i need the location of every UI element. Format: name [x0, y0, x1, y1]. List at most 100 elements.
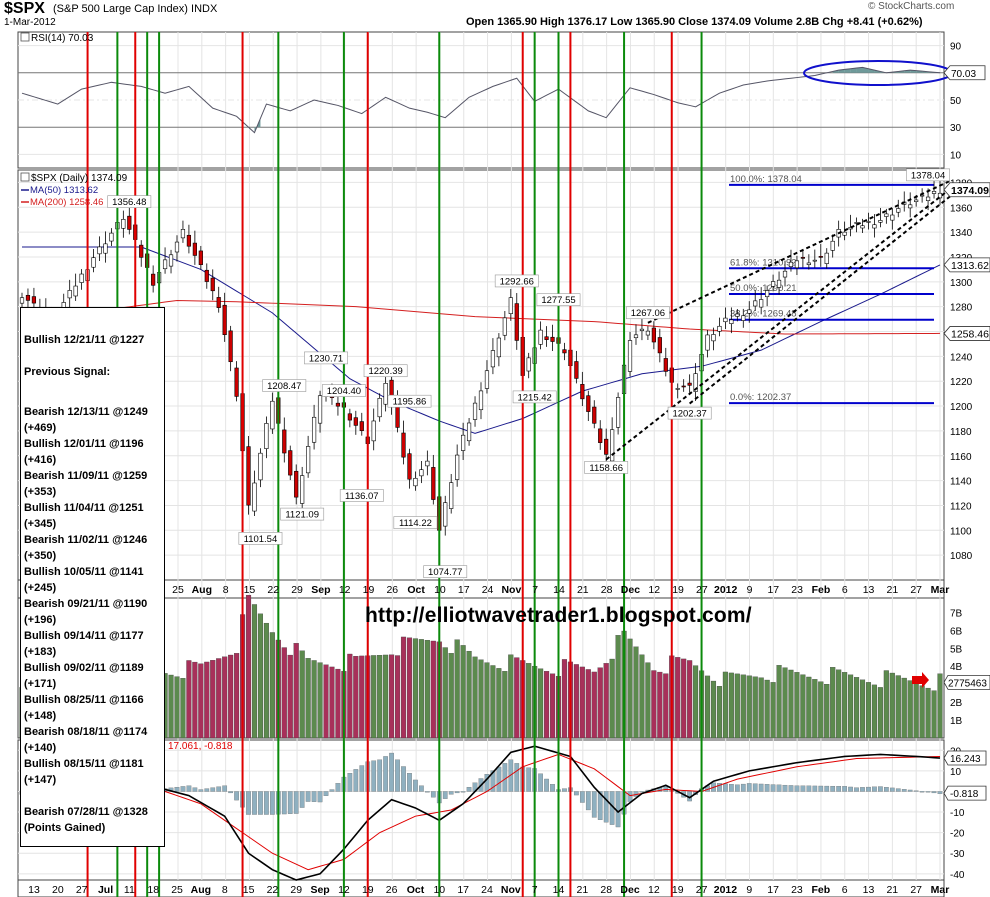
signal-history-box: Bullish 12/21/11 @1227 Previous Signal: … — [20, 307, 165, 847]
volume-bar — [633, 646, 639, 739]
ma50-legend-text: MA(50) 1313.62 — [30, 185, 98, 196]
volume-bar — [168, 674, 174, 739]
signal-entry: Bearish 07/28/11 @1328 — [24, 806, 148, 818]
price-label-box — [667, 406, 712, 420]
candle-body — [270, 400, 275, 430]
candle-body — [592, 406, 597, 424]
candle-body — [896, 208, 901, 213]
rsi-tick-label: 30 — [950, 123, 962, 134]
macd-histogram-bar — [919, 791, 925, 793]
macd-histogram-bar — [317, 791, 323, 803]
x-tick-label: 12 — [648, 584, 660, 596]
x-tick-label-bottom: 17 — [767, 884, 779, 896]
x-tick-label: 13 — [863, 584, 875, 596]
candle-body — [544, 336, 549, 340]
signal-entry: (+171) — [24, 678, 57, 690]
price-label-text: 1292.66 — [500, 276, 534, 287]
x-tick-label: Mar — [931, 584, 950, 596]
candle-body — [103, 243, 108, 254]
signal-entry: Bearish 12/13/11 @1249 — [24, 406, 148, 418]
macd-last-text: 16.243 — [950, 754, 981, 765]
volume-bar — [496, 668, 502, 739]
candle-body — [162, 259, 168, 270]
macd-histogram-bar — [830, 785, 836, 792]
x-tick-label-bottom: 10 — [433, 884, 445, 896]
volume-bar — [335, 668, 341, 739]
candle-body — [282, 429, 287, 454]
macd-signal-line — [21, 753, 941, 871]
candle-body — [306, 446, 311, 474]
candle-body — [192, 242, 197, 256]
candle-body — [317, 395, 323, 424]
macd-histogram-bar — [597, 791, 603, 820]
candle-body — [675, 388, 680, 390]
fib-level-label: 100.0%: 1378.04 — [730, 174, 802, 185]
macd-histogram-bar — [615, 791, 621, 828]
volume-tick-label: 2B — [950, 698, 963, 709]
volume-bar — [174, 676, 180, 739]
macd-histogram-bar — [937, 791, 943, 794]
macd-histogram-bar — [246, 791, 251, 815]
axis-labels: 25 Aug 8 15 22 29 Sep 12 19 26 Oct 10 17 24 Nov 7 14 21 28… — [28, 42, 973, 896]
macd-histogram-bar — [311, 791, 317, 802]
macd-histogram-bar — [627, 791, 633, 802]
rising-wedge — [605, 179, 953, 461]
candle-body — [759, 299, 764, 308]
macd-histogram-bar — [723, 783, 728, 792]
candle-body — [294, 470, 299, 498]
price-label-box — [262, 379, 307, 392]
volume-bar — [728, 672, 734, 739]
candle-body — [407, 453, 412, 480]
macd-histogram-bar — [395, 759, 400, 792]
price-label-box — [626, 306, 670, 320]
x-tick-label: Nov — [501, 584, 521, 596]
x-tick-label: 6 — [842, 584, 848, 596]
candle-body — [91, 257, 96, 268]
blog-url: http://elliotwavetrader1.blogspot.com/ — [365, 604, 752, 627]
macd-histogram-bar — [496, 766, 502, 792]
macd-histogram-bar — [884, 787, 889, 792]
volume-bar — [597, 667, 603, 739]
candle-body — [383, 382, 388, 405]
signal-entry: Bearish 08/18/11 @1174 — [24, 726, 148, 738]
macd-histogram-bar — [514, 763, 520, 792]
candle-body — [526, 357, 531, 372]
volume-bar — [305, 658, 311, 739]
symbol-text: $SPX — [4, 0, 45, 17]
rsi-extreme-fill — [850, 68, 857, 73]
candle-body — [97, 246, 102, 255]
volume-tick-label: 5B — [950, 644, 963, 655]
x-tick-label-bottom: 2012 — [714, 884, 738, 896]
macd-tick-label: -30 — [950, 849, 965, 860]
macd-histogram-bar — [186, 785, 192, 792]
wedge-lower — [605, 186, 953, 461]
volume-bar — [853, 677, 860, 739]
candle-body — [222, 304, 227, 335]
price-label-box — [387, 394, 432, 408]
candle-body — [258, 452, 263, 481]
macd-histogram-bar — [538, 773, 543, 792]
volume-bar — [347, 653, 353, 739]
volume-bar — [931, 690, 937, 739]
macd-histogram-bar — [329, 789, 335, 792]
candle-body — [550, 336, 555, 342]
x-tick-label-bottom: Aug — [191, 884, 211, 896]
volume-bar — [317, 662, 323, 739]
candle-body — [818, 256, 823, 258]
last-value-text: 1313.62 — [951, 260, 989, 272]
macd-histogram-bar — [848, 786, 853, 792]
candle-body — [753, 300, 758, 307]
macd-histogram-bar — [252, 791, 257, 815]
candle-body — [776, 279, 782, 288]
candle-body — [574, 361, 579, 379]
volume-bar — [466, 650, 472, 739]
x-tick-label: Aug — [192, 584, 212, 596]
signal-entry: Bullish 11/04/11 @1251 — [24, 502, 144, 514]
volume-bar — [394, 655, 401, 739]
macd-tick-label: -40 — [950, 870, 965, 881]
x-tick-label: 23 — [791, 584, 803, 596]
ma200-line — [21, 299, 941, 335]
volume-bar — [830, 667, 836, 739]
signal-entry: (+245) — [24, 582, 57, 594]
y-tick-label: 1200 — [950, 402, 973, 413]
